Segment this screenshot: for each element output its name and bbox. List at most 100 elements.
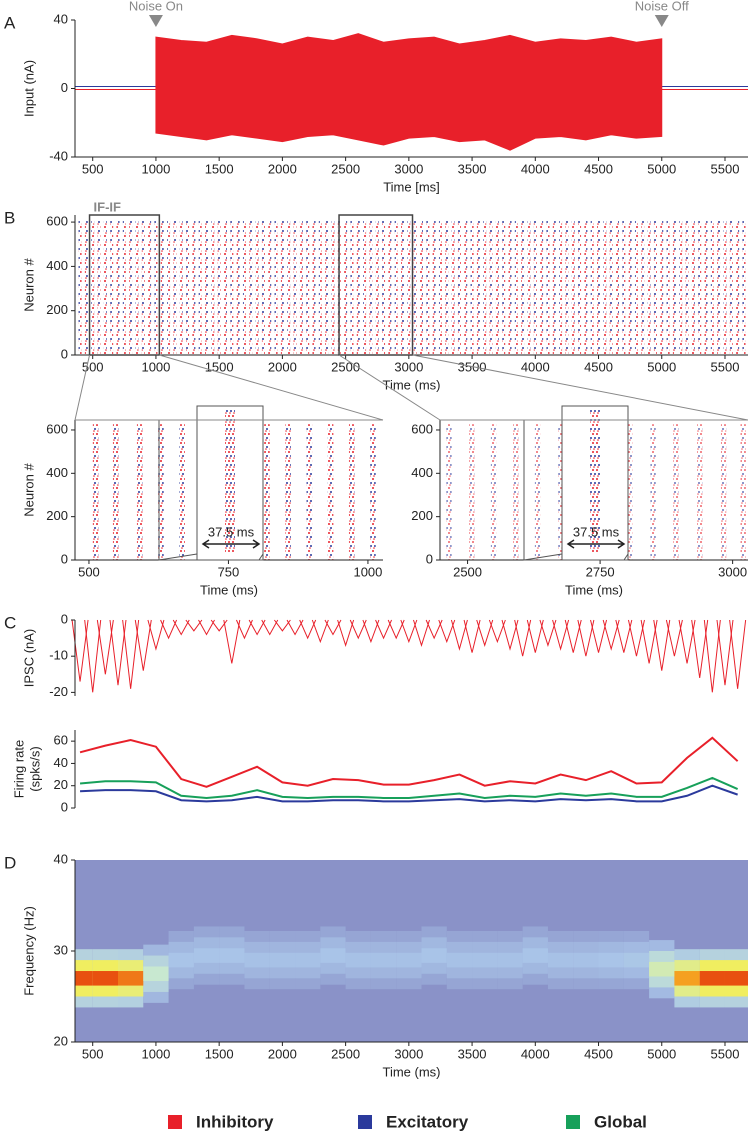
ipsc-spike [400,619,418,644]
spike-burst [78,219,82,355]
zoom-box [338,214,414,356]
spectral-cell [219,948,245,963]
span-arrow [566,539,626,549]
ipsc-spike [413,619,430,647]
legend-label: Inhibitory [196,1112,274,1131]
spike-burst [514,219,518,355]
y-tick-label: 400 [411,465,433,480]
x-tick-label: 750 [218,564,240,579]
spike-burst [198,219,202,355]
y-tick-label: 600 [46,421,68,436]
x-tick-label: 2500 [331,1046,360,1061]
x-tick-label: 3500 [458,161,487,176]
ipsc-spike [552,619,570,651]
spike-burst [327,424,334,560]
spike-burst [446,424,452,560]
spike-burst [672,219,676,355]
ipsc-spike [716,619,734,686]
x-tick-label: 5500 [711,161,740,176]
spike-burst [527,219,531,355]
spectral-cell [522,948,548,963]
ipsc-spike [349,619,367,640]
y-tick-label: 200 [411,508,433,523]
spike-burst [691,219,695,355]
spike-burst [255,219,259,355]
zoom-box [88,214,161,356]
x-tick-label: 5500 [711,359,740,374]
spectral-cell [75,971,93,986]
ipsc-spike [665,619,683,657]
spike-burst [401,219,405,355]
ipsc-spike [450,619,468,651]
spectral-cell [295,952,321,968]
spike-burst [331,219,335,355]
ipsc-spike [84,619,102,693]
y-tick-label: 60 [54,733,68,748]
y-tick-label: 40 [54,851,68,866]
spike-burst [578,219,582,355]
x-axis-label: Time (ms) [565,582,623,597]
spectral-cell [269,952,296,968]
spike-burst [609,219,613,355]
spike-burst [558,424,564,560]
ipsc-spike [729,619,747,689]
ipsc-spike [514,619,532,657]
x-tick-label: 3000 [394,359,423,374]
x-tick-label: 2000 [268,1046,297,1061]
ipsc-spike [703,619,721,693]
panel-label: D [4,853,16,872]
spike-burst [470,219,474,355]
annotation-text: Noise On [129,0,183,13]
legend-swatch [358,1115,372,1129]
ipsc-spike [235,619,253,640]
x-tick-label: 2750 [586,564,615,579]
spike-burst [597,219,601,355]
spike-burst [502,219,506,355]
spike-burst [356,219,360,355]
spectral-cell [724,971,748,986]
spike-burst [647,219,651,355]
x-tick-label: 500 [82,161,104,176]
y-axis-label: IPSC (nA) [21,629,36,688]
panel-label: B [4,208,15,227]
spike-burst [650,424,656,560]
spike-burst [710,219,714,355]
x-tick-label: 500 [78,564,100,579]
spike-burst [407,219,411,355]
spectral-cell [320,948,346,963]
annotation-marker [148,15,163,27]
spike-burst [615,219,619,355]
spike-burst [742,219,746,355]
y-axis-label: Frequency (Hz) [21,906,36,996]
x-tick-label: 2000 [268,359,297,374]
ipsc-spike [627,619,645,657]
spike-burst [704,219,708,355]
noise-band [155,33,663,151]
spectral-cell [623,952,650,968]
spike-burst [363,219,367,355]
ipsc-spike [223,619,241,664]
y-tick-label: -20 [49,684,68,699]
y-axis-label: (spks/s) [27,746,42,792]
spike-burst [249,219,253,355]
x-tick-label: 500 [82,1046,104,1061]
x-tick-label: 5500 [711,1046,740,1061]
spike-burst [325,219,329,355]
spike-burst [432,219,436,355]
spike-burst [306,424,313,560]
y-tick-label: 0 [61,799,68,814]
spike-burst [369,219,373,355]
x-axis-label: Time [ms] [383,179,440,194]
spike-burst [653,219,657,355]
y-tick-label: 40 [54,755,68,770]
spike-burst [603,219,607,355]
x-axis-label: Time (ms) [382,377,440,392]
spike-burst [457,219,461,355]
x-tick-label: 5000 [647,359,676,374]
spectral-cell [497,952,523,968]
spike-burst [673,424,679,560]
ipsc-spike [248,619,266,636]
spike-burst [483,219,487,355]
spike-burst [230,219,234,355]
